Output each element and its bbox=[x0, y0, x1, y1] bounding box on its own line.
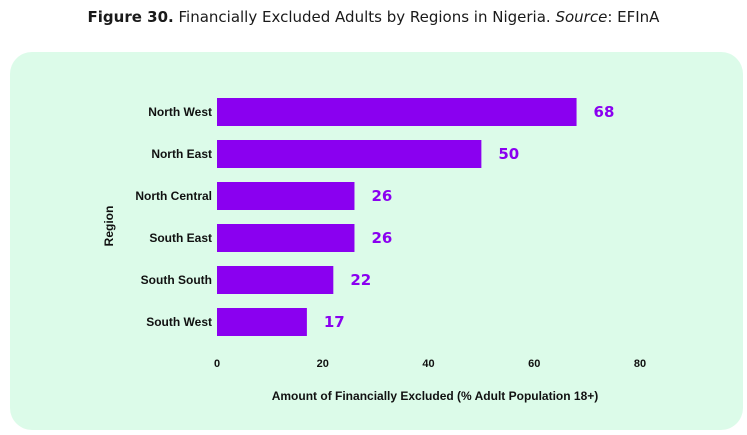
category-label: South South bbox=[141, 273, 212, 287]
bars-group bbox=[217, 98, 577, 336]
x-tick-label: 60 bbox=[528, 358, 540, 370]
x-axis-label: Amount of Financially Excluded (% Adult … bbox=[272, 389, 599, 403]
data-label: 17 bbox=[324, 313, 345, 331]
figure-title-text: Financially Excluded Adults by Regions i… bbox=[178, 8, 551, 26]
data-label: 68 bbox=[594, 103, 615, 121]
data-label: 22 bbox=[350, 271, 371, 289]
category-label: North East bbox=[151, 147, 212, 161]
category-label: North Central bbox=[135, 189, 212, 203]
bar-north-west bbox=[217, 98, 577, 126]
x-tick-label: 20 bbox=[317, 358, 329, 370]
bar-north-central bbox=[217, 182, 355, 210]
x-tick-label: 80 bbox=[634, 358, 646, 370]
data-label: 50 bbox=[498, 145, 519, 163]
x-tick-labels: 0 20 40 60 80 bbox=[214, 358, 646, 370]
figure-title: Figure 30. Financially Excluded Adults b… bbox=[0, 8, 747, 26]
x-tick-label: 40 bbox=[422, 358, 434, 370]
bar-south-south bbox=[217, 266, 334, 294]
data-label: 26 bbox=[371, 229, 392, 247]
bar-north-east bbox=[217, 140, 482, 168]
category-label: South East bbox=[149, 231, 212, 245]
bar-south-west bbox=[217, 308, 307, 336]
bar-south-east bbox=[217, 224, 355, 252]
category-label: North West bbox=[148, 105, 212, 119]
source-label: Source bbox=[555, 8, 608, 26]
figure-label: Figure 30. bbox=[87, 8, 174, 26]
data-labels: 68 50 26 26 22 17 bbox=[324, 103, 615, 331]
category-label: South West bbox=[146, 315, 212, 329]
source-value: : EFInA bbox=[607, 8, 660, 26]
y-axis-label: Region bbox=[102, 206, 116, 247]
data-label: 26 bbox=[371, 187, 392, 205]
x-tick-label: 0 bbox=[214, 358, 220, 370]
category-labels: North West North East North Central South E… bbox=[135, 105, 212, 329]
